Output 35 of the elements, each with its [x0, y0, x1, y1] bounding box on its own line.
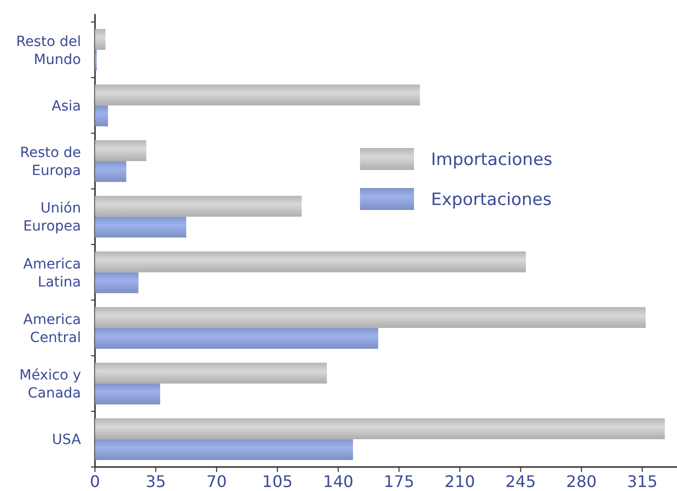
- x-tick-label: 245: [505, 472, 536, 491]
- legend-label: Exportaciones: [431, 190, 552, 210]
- x-tick-label: 280: [566, 472, 597, 491]
- bar: [95, 84, 420, 106]
- y-tick-label: México y Canada: [19, 368, 81, 402]
- bar: [95, 272, 138, 294]
- bar: [95, 161, 126, 182]
- y-tick-label: Resto de Europa: [20, 145, 81, 180]
- y-tick-label: America Central: [23, 312, 81, 346]
- y-tick-label: Unión Europea: [23, 200, 81, 235]
- bar: [95, 362, 327, 384]
- x-tick-label: 175: [384, 472, 414, 491]
- bar: [95, 251, 526, 272]
- legend-label: Importaciones: [431, 150, 553, 170]
- bar: [95, 196, 302, 217]
- y-tick-label: America Latina: [23, 256, 81, 290]
- x-tick-label: 105: [262, 472, 293, 491]
- bar: [95, 384, 160, 404]
- bar: [95, 216, 186, 238]
- x-tick-label: 70: [206, 472, 227, 491]
- x-tick-label: 140: [322, 472, 354, 491]
- x-tick-label: 0: [90, 472, 100, 491]
- y-tick-label: Resto del Mundo: [16, 34, 81, 68]
- y-tick-label: Asia: [52, 98, 81, 114]
- bar: [95, 328, 378, 349]
- x-tick-label: 210: [444, 472, 476, 491]
- x-tick-label: 35: [146, 472, 166, 491]
- bar: [95, 105, 108, 126]
- bar: [95, 140, 146, 162]
- bar: [95, 439, 353, 460]
- x-tick-label: 315: [626, 472, 658, 491]
- bar: [95, 418, 665, 440]
- bar: [95, 28, 106, 50]
- bar: [95, 307, 646, 328]
- y-tick-label: USA: [52, 432, 82, 448]
